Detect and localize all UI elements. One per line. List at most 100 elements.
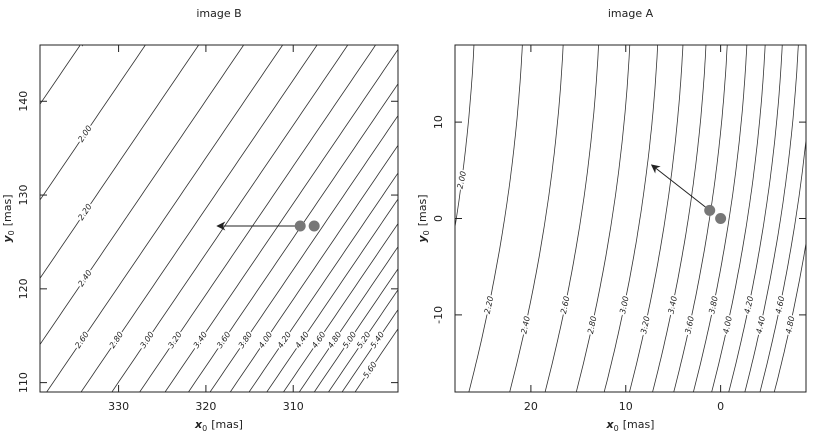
contour-line <box>455 45 475 230</box>
y-tick-label: 120 <box>17 278 30 299</box>
x-tick-label: 310 <box>283 400 304 413</box>
x-axis-label: x0 [mas] <box>194 418 243 433</box>
plot-frame <box>454 44 807 393</box>
contour-label: 4.40 <box>293 330 310 350</box>
image-position <box>704 204 716 216</box>
y-tick-label: 110 <box>17 372 30 393</box>
contour-line <box>313 268 398 392</box>
contour-line <box>354 328 398 392</box>
contour-label: 4.80 <box>326 330 343 350</box>
contour-label: 3.80 <box>707 295 720 314</box>
y-tick-label: 140 <box>17 91 30 112</box>
contour-label: 4.00 <box>721 315 734 334</box>
image-position <box>715 213 727 224</box>
x-tick-label: 320 <box>195 400 216 413</box>
x-axis-symbol: x <box>194 418 203 431</box>
contour-line <box>139 45 377 392</box>
panel: image B1.802.002.202.402.60 2.80 3.00 3.20 3… <box>1 7 399 433</box>
y-tick-label: 130 <box>17 185 30 206</box>
x-axis-symbol: x <box>606 418 615 431</box>
contour-label: 4.80 <box>784 315 797 334</box>
contour-line <box>652 45 707 392</box>
contour-label: 2.80 <box>586 315 599 334</box>
contour-label: 5.60 <box>361 360 378 380</box>
contour-line <box>229 144 398 392</box>
contour-line <box>575 45 631 392</box>
panel-title: image B <box>196 7 241 20</box>
contour-line <box>728 45 783 392</box>
contour-line <box>164 48 398 392</box>
contour-label: 4.20 <box>276 330 293 350</box>
contour-label: 4.60 <box>310 330 327 350</box>
contour-label: 5.00 <box>341 330 358 350</box>
contour-line <box>46 45 284 392</box>
contour-line <box>711 45 766 392</box>
arrow <box>650 164 711 211</box>
image-position <box>308 220 320 232</box>
contour-line <box>468 45 523 392</box>
y-tick-label: -10 <box>432 306 445 324</box>
contour-label: 3.20 <box>639 315 652 334</box>
x-tick-label: 20 <box>524 400 538 413</box>
contour-line <box>629 45 684 392</box>
contour-label: 5.40 <box>369 330 386 350</box>
y-axis-label: y0 [mas] <box>1 194 16 242</box>
contour-label: 2.60 <box>559 295 572 314</box>
x-axis-subscript: 0 <box>202 424 207 433</box>
x-tick-label: 10 <box>619 400 633 413</box>
contours: 2.00 2.20 2.40 2.60 2.80 3.00 3.20 3.40 3.60 3.80… <box>455 45 806 392</box>
y-axis-subscript: 0 <box>7 230 16 235</box>
contour-label: 3.40 <box>192 330 209 350</box>
y-axis-unit: [mas] <box>416 194 429 226</box>
contour-label: 2.60 <box>73 330 90 350</box>
contour-line <box>187 83 398 392</box>
contours: 1.802.002.202.402.60 2.80 3.00 3.20 3.40 3.60… <box>40 45 398 392</box>
contour-line <box>282 222 398 392</box>
contour-line <box>40 45 200 279</box>
x-axis-unit: [mas] <box>211 418 243 431</box>
contour-label: 2.40 <box>76 268 93 288</box>
y-axis-subscript: 0 <box>422 230 431 235</box>
contour-label: 3.80 <box>237 330 254 350</box>
contour-label: 2.00 <box>456 170 469 189</box>
contour-label: 4.40 <box>755 315 768 334</box>
y-axis-symbol: y <box>1 235 14 243</box>
x-axis-subscript: 0 <box>614 424 619 433</box>
contour-label: 4.00 <box>257 330 274 350</box>
plot-frame <box>39 44 399 393</box>
contour-line <box>759 135 806 392</box>
contour-line <box>673 45 728 392</box>
y-axis-symbol: y <box>416 235 429 243</box>
contour-line <box>209 114 398 392</box>
y-axis-unit: [mas] <box>1 194 14 226</box>
contour-line <box>773 241 806 392</box>
contour-line <box>544 45 599 392</box>
contour-line <box>40 45 146 201</box>
contour-label: 3.20 <box>166 330 183 350</box>
contour-line <box>40 45 245 346</box>
x-axis-unit: [mas] <box>623 418 655 431</box>
contour-line <box>603 45 659 392</box>
y-axis-label: y0 [mas] <box>416 194 431 242</box>
contour-label: 2.80 <box>108 330 125 350</box>
contour-label: 4.20 <box>743 295 756 314</box>
contour-label: 2.20 <box>76 202 93 222</box>
contour-line <box>111 45 349 392</box>
y-tick-label: 0 <box>432 215 445 222</box>
contour-label: 3.00 <box>618 295 631 314</box>
contour-label: 3.00 <box>138 330 155 350</box>
contour-line <box>266 198 398 392</box>
contour-line <box>341 308 398 392</box>
contour-line <box>744 45 799 392</box>
x-axis-label: x0 [mas] <box>606 418 655 433</box>
contour-label: 3.60 <box>215 330 232 350</box>
contour-line <box>298 246 398 392</box>
panel: image A 2.00 2.20 2.40 2.60 2.80 3.00 3.20 3.40 3… <box>416 7 807 433</box>
panel-title: image A <box>608 7 654 20</box>
contour-line <box>692 45 748 392</box>
contour-label: 3.60 <box>683 315 696 334</box>
x-tick-label: 0 <box>717 400 724 413</box>
contour-label: 2.40 <box>519 315 532 334</box>
contour-label: 4.60 <box>774 295 787 314</box>
